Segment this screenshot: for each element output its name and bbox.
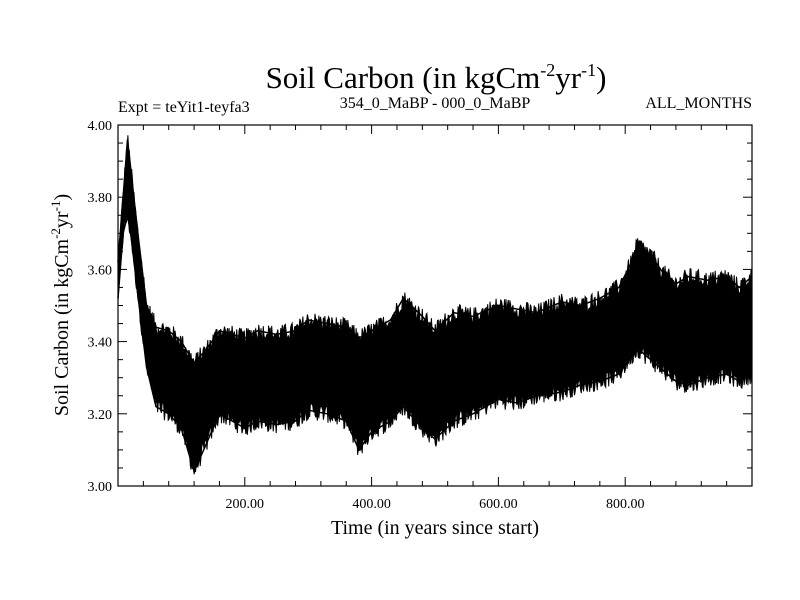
y-tick-label: 3.80	[88, 191, 113, 206]
y-tick-label: 3.40	[88, 336, 113, 351]
x-tick-label: 200.00	[226, 497, 265, 512]
x-axis-label: Time (in years since start)	[331, 517, 539, 539]
period-label: 354_0_MaBP - 000_0_MaBP	[340, 95, 531, 112]
x-tick-label: 400.00	[352, 497, 391, 512]
y-tick-label: 3.00	[88, 480, 113, 495]
y-tick-label: 3.60	[88, 263, 113, 278]
series-upper-line-0	[117, 139, 753, 365]
series-band-0	[117, 135, 753, 475]
series-layer	[117, 135, 753, 475]
y-tick-label: 4.00	[88, 119, 113, 134]
ticks-layer: 3.00 3.20 3.40 3.60 3.80 4.00 200.00 400.00 600.…	[88, 119, 752, 512]
series-lower-line-0	[117, 215, 753, 474]
experiment-label: Expt = teYit1-teyfa3	[118, 99, 250, 116]
months-label: ALL_MONTHS	[645, 95, 752, 112]
y-tick-label: 3.20	[88, 408, 113, 423]
y-axis-label: Soil Carbon (in kgCm-2yr-1)	[48, 194, 73, 416]
x-tick-label: 800.00	[606, 497, 645, 512]
chart-title: Soil Carbon (in kgCm-2yr-1)	[266, 60, 607, 95]
x-tick-label: 600.00	[479, 497, 518, 512]
